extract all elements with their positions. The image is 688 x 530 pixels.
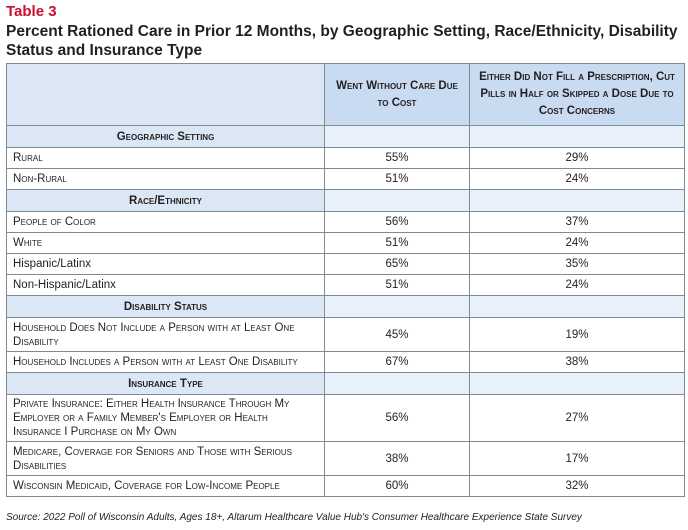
section-row: Geographic Setting <box>6 125 685 148</box>
table-row: Non-Hispanic/Latinx 51% 24% <box>6 274 685 296</box>
section-heading: Geographic Setting <box>6 125 325 148</box>
row-label: Non-Hispanic/Latinx <box>6 274 325 296</box>
prescription-value: 24% <box>469 274 685 296</box>
row-label: Wisconsin Medicaid, Coverage for Low-Inc… <box>6 475 325 497</box>
section-heading: Insurance Type <box>6 372 325 395</box>
header-empty-cell <box>6 63 325 126</box>
table-title: Percent Rationed Care in Prior 12 Months… <box>6 23 678 59</box>
section-heading: Race/Ethnicity <box>6 189 325 212</box>
prescription-value: 24% <box>469 168 685 190</box>
went-without-value: 51% <box>324 168 470 190</box>
table-row: Household Includes a Person with at Leas… <box>6 351 685 373</box>
table-row: Rural 55% 29% <box>6 147 685 169</box>
data-table: Went Without Care Due to Cost Either Did… <box>6 63 685 497</box>
table-row: Private Insurance: Either Health Insuran… <box>6 394 685 442</box>
row-label: Hispanic/Latinx <box>6 253 325 275</box>
went-without-value: 67% <box>324 351 470 373</box>
header-prescription: Either Did Not Fill a Prescription, Cut … <box>469 63 685 126</box>
section-row: Race/Ethnicity <box>6 189 685 212</box>
row-label: Private Insurance: Either Health Insuran… <box>6 394 325 442</box>
went-without-value: 65% <box>324 253 470 275</box>
went-without-value: 60% <box>324 475 470 497</box>
went-without-value: 56% <box>324 394 470 442</box>
prescription-value: 27% <box>469 394 685 442</box>
prescription-value: 35% <box>469 253 685 275</box>
header-went-without-care: Went Without Care Due to Cost <box>324 63 470 126</box>
table-row: Wisconsin Medicaid, Coverage for Low-Inc… <box>6 475 685 497</box>
went-without-value: 38% <box>324 441 470 476</box>
header-row: Went Without Care Due to Cost Either Did… <box>6 63 685 126</box>
row-label: Rural <box>6 147 325 169</box>
table-row: Non-Rural 51% 24% <box>6 168 685 190</box>
prescription-value: 19% <box>469 317 685 352</box>
row-label: White <box>6 232 325 254</box>
prescription-value: 38% <box>469 351 685 373</box>
row-label: Household Includes a Person with at Leas… <box>6 351 325 373</box>
table-row: People of Color 56% 37% <box>6 211 685 233</box>
prescription-value: 24% <box>469 232 685 254</box>
section-row: Disability Status <box>6 295 685 318</box>
went-without-value: 55% <box>324 147 470 169</box>
row-label: Non-Rural <box>6 168 325 190</box>
table-row: White 51% 24% <box>6 232 685 254</box>
prescription-value: 29% <box>469 147 685 169</box>
row-label: Medicare, Coverage for Seniors and Those… <box>6 441 325 476</box>
prescription-value: 32% <box>469 475 685 497</box>
table-row: Hispanic/Latinx 65% 35% <box>6 253 685 275</box>
went-without-value: 51% <box>324 274 470 296</box>
row-label: Household Does Not Include a Person with… <box>6 317 325 352</box>
source-note: Source: 2022 Poll of Wisconsin Adults, A… <box>6 512 582 523</box>
table-label: Table 3 <box>6 3 57 20</box>
table-row: Household Does Not Include a Person with… <box>6 317 685 352</box>
prescription-value: 37% <box>469 211 685 233</box>
row-label: People of Color <box>6 211 325 233</box>
section-row: Insurance Type <box>6 372 685 395</box>
went-without-value: 51% <box>324 232 470 254</box>
prescription-value: 17% <box>469 441 685 476</box>
went-without-value: 45% <box>324 317 470 352</box>
table-row: Medicare, Coverage for Seniors and Those… <box>6 441 685 476</box>
section-heading: Disability Status <box>6 295 325 318</box>
went-without-value: 56% <box>324 211 470 233</box>
